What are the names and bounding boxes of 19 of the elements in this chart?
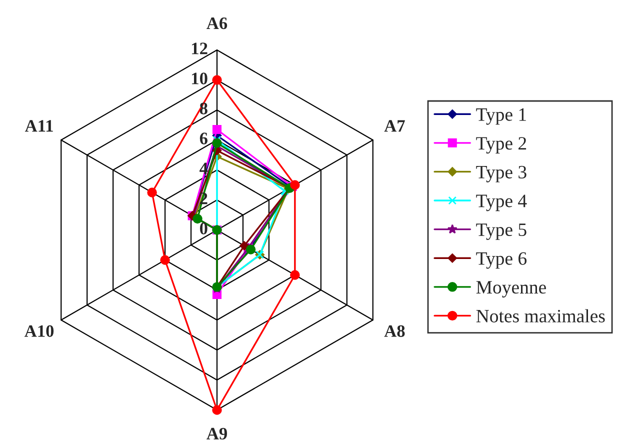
legend-label: Type 2: [476, 137, 526, 154]
legend-label: Notes maximales: [476, 309, 605, 322]
spoke-label: A8: [384, 325, 405, 337]
y-tick-label: 6: [200, 132, 208, 144]
legend-label: Type 1: [476, 108, 526, 125]
legend-label: Type 3: [476, 166, 526, 182]
legend-label: Type 4: [476, 194, 527, 212]
legend-label: Type 6: [476, 252, 527, 269]
y-tick-label: 8: [200, 102, 208, 114]
spoke-label: A11: [24, 120, 53, 132]
y-tick-label: 0: [200, 222, 208, 234]
spoke-label: A6: [206, 17, 228, 30]
legend-label: Moyenne: [476, 281, 546, 298]
y-tick-label: 12: [192, 42, 208, 54]
y-tick-label: 10: [192, 72, 208, 84]
spoke-label: A7: [384, 120, 405, 132]
spoke-label: A9: [206, 428, 227, 440]
spoke-label: A10: [24, 325, 54, 337]
legend-label: Type 5: [476, 224, 526, 240]
